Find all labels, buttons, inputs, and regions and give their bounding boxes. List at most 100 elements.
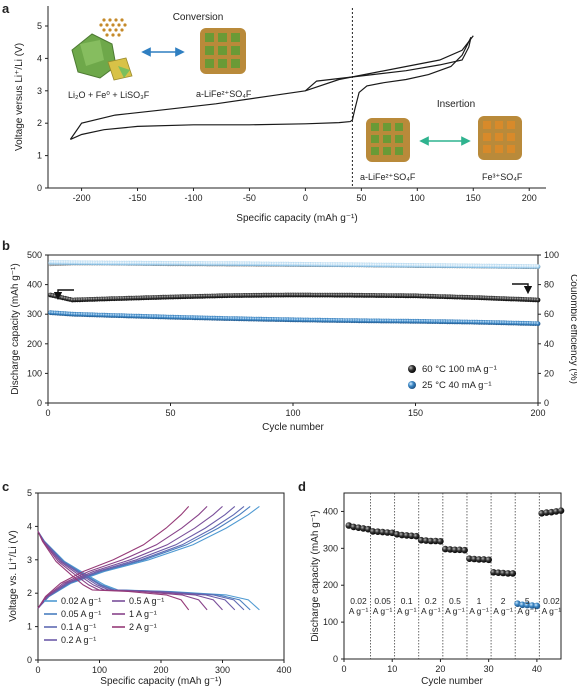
panel-a-x-ticks: -200 -150 -100 -50 0 50 100 150 200	[73, 188, 537, 203]
panel-c-legend-label: 0.05 A g⁻¹	[61, 609, 101, 619]
panel-d-plot-frame	[343, 492, 562, 660]
panel-d-x-axis-label: Cycle number	[421, 676, 483, 687]
rate-point	[403, 532, 411, 539]
panel-d-x-tick-label: 20	[435, 664, 445, 674]
rate-point	[475, 556, 483, 563]
panel-a-x-tick-label: -100	[184, 193, 202, 203]
panel-b-y-tick-label: 500	[27, 250, 42, 260]
rate-label-value: 1	[477, 596, 482, 606]
insertion-end-crystal-icon	[478, 116, 522, 160]
legend-marker-25c	[408, 381, 416, 389]
conversion-products-label: Li₂O + Fe⁰ + LiSO₃F	[68, 90, 150, 100]
rate-label-value: 0.05	[374, 596, 391, 606]
insertion-start-label: a-LiFe²⁺SO₄F	[360, 172, 416, 182]
panel-c-charge-curve	[37, 506, 208, 609]
rate-label-unit: A g⁻¹	[493, 606, 513, 616]
insertion-end-label: Fe³⁺SO₄F	[482, 172, 523, 182]
rate-label-unit: A g⁻¹	[542, 606, 562, 616]
rate-point	[350, 523, 357, 531]
legend-label-60c: 60 °C 100 mA g⁻¹	[422, 364, 497, 375]
panel-a-x-tick-label: -50	[243, 193, 256, 203]
rate-point	[446, 546, 454, 553]
rate-label-unit: A g⁻¹	[445, 606, 465, 616]
insertion-label: Insertion	[437, 99, 475, 110]
panel-a-y-tick-label: 3	[37, 86, 42, 96]
panel-c-legend-label: 1 A g⁻¹	[129, 609, 157, 619]
rate-label-unit: A g⁻¹	[373, 606, 393, 616]
panel-d-x-tick-label: 10	[387, 664, 397, 674]
rate-label-value: 0.1	[401, 596, 413, 606]
panel-d-y-ticks: 0 100 200 300 400	[323, 506, 344, 664]
rate-point	[480, 556, 488, 563]
panel-a-curve-1	[70, 119, 353, 140]
panel-d-y-axis-label: Discharge capacity (mAh g⁻¹)	[310, 510, 321, 641]
panel-c-y-ticks: 0 1 2 3 4 5	[27, 488, 38, 665]
panel-a-x-tick-label: 150	[466, 193, 481, 203]
panel-b-right-y-ticks: 0 20 40 60 80 100	[538, 250, 559, 408]
efficiency-point	[535, 264, 541, 269]
rate-label-value: 0.02	[543, 596, 560, 606]
panel-a-x-tick-label: 0	[303, 193, 308, 203]
panel-c-letter: c	[2, 479, 9, 494]
panel-c-x-ticks: 0 100 200 300 400	[35, 660, 292, 675]
rate-point	[470, 555, 478, 563]
panel-d-x-tick-label: 0	[341, 664, 346, 674]
rate-point	[499, 569, 507, 577]
panel-b-right-y-tick-label: 40	[544, 339, 554, 349]
panel-b-points	[48, 260, 541, 327]
panel-c-charge-curve	[37, 506, 190, 609]
panel-b-x-ticks: 0 50 100 150 200	[45, 403, 546, 418]
panel-c-x-axis-label: Specific capacity (mAh g⁻¹)	[100, 676, 221, 687]
panel-a-curves	[69, 35, 474, 140]
panel-d-y-tick-label: 400	[323, 506, 338, 516]
rate-point	[456, 546, 464, 554]
conversion-label: Conversion	[173, 12, 224, 23]
panel-a-x-tick-label: 100	[410, 193, 425, 203]
panel-b-right-y-tick-label: 20	[544, 368, 554, 378]
panel-c-discharge-curve	[37, 531, 208, 611]
capacity-point	[535, 321, 541, 327]
panel-b-x-axis-label: Cycle number	[262, 422, 324, 433]
rate-label-unit: A g⁻¹	[469, 606, 489, 616]
rate-label-unit: A g⁻¹	[517, 606, 537, 616]
rate-point	[422, 537, 430, 544]
panel-a-letter: a	[2, 1, 10, 16]
rate-point	[442, 545, 449, 553]
panel-c: c 0 1 2 3 4 5 0 100 200 300 400 Specific capacity…	[2, 479, 292, 687]
panel-b-legend: 60 °C 100 mA g⁻¹ 25 °C 40 mA g⁻¹	[408, 364, 497, 391]
panel-d-letter: d	[298, 479, 306, 494]
panel-b-right-y-axis-label: Coulombic efficiency (%)	[568, 274, 577, 384]
rate-point	[543, 509, 550, 516]
rate-point	[437, 538, 444, 545]
panel-c-legend-label: 0.2 A g⁻¹	[61, 635, 96, 645]
panel-b-x-tick-label: 0	[45, 408, 50, 418]
panel-c-legend-label: 0.5 A g⁻¹	[129, 596, 164, 606]
rate-label-value: 2	[501, 596, 506, 606]
rate-label-value: 0.02	[350, 596, 367, 606]
rate-point	[408, 532, 415, 540]
panel-c-curves	[37, 505, 260, 611]
panel-a-y-tick-label: 1	[37, 151, 42, 161]
panel-c-legend: 0.02 A g⁻¹ 0.05 A g⁻¹ 0.1 A g⁻¹ 0.2 A g⁻¹ 0.…	[44, 596, 164, 645]
panel-a-x-tick-label: -200	[73, 193, 91, 203]
panel-c-y-tick-label: 4	[27, 521, 32, 531]
rate-point	[523, 601, 531, 609]
panel-b-right-y-tick-label: 80	[544, 280, 554, 290]
rate-point	[528, 602, 536, 609]
panel-b-y-axis-label: Discharge capacity (mAh g⁻¹)	[10, 263, 21, 394]
legend-label-25c: 25 °C 40 mA g⁻¹	[422, 380, 492, 391]
insertion-start-crystal-icon	[366, 118, 410, 162]
panel-c-x-tick-label: 300	[215, 665, 230, 675]
rate-point	[413, 532, 420, 540]
conversion-start-label: a-LiFe²⁺SO₄F	[196, 89, 252, 99]
panel-c-y-tick-label: 0	[27, 655, 32, 665]
panel-d-x-tick-label: 40	[532, 664, 542, 674]
panel-b-x-tick-label: 200	[530, 408, 545, 418]
panel-c-x-tick-label: 0	[35, 665, 40, 675]
panel-b: b 0 100 200 300 400 500 0 20 40 60 80 100 0 50 100 15…	[2, 238, 577, 433]
panel-c-x-tick-label: 100	[92, 665, 107, 675]
rate-point	[384, 529, 391, 536]
panel-a-x-axis-label: Specific capacity (mAh g⁻¹)	[236, 213, 357, 224]
rate-point	[485, 556, 493, 564]
